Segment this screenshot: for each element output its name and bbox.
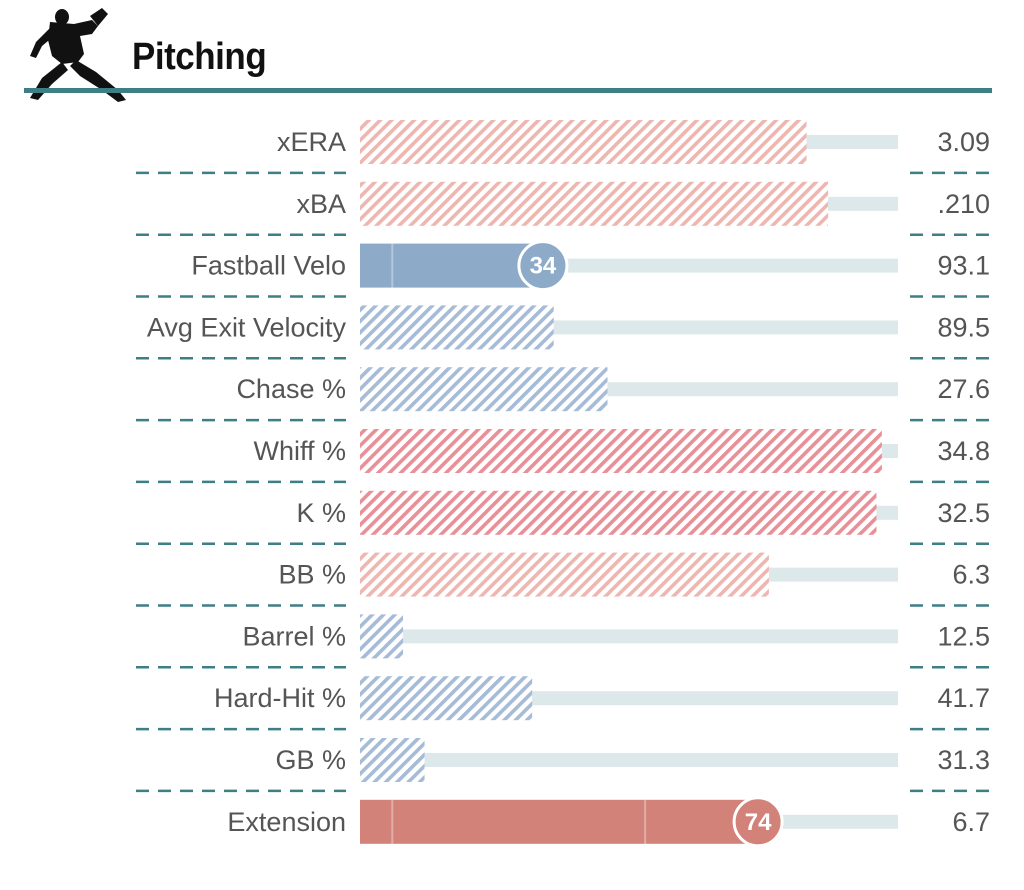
bar-track xyxy=(360,629,898,644)
percentile-badge xyxy=(517,240,569,292)
metric-label: Avg Exit Velocity xyxy=(147,312,347,342)
metric-label: GB % xyxy=(275,745,346,775)
metric-label: Hard-Hit % xyxy=(214,683,346,713)
metric-value: 12.5 xyxy=(937,621,990,651)
percentile-badge xyxy=(732,796,784,848)
metric-value: 6.3 xyxy=(952,560,990,590)
metric-label: Extension xyxy=(227,807,346,837)
metric-label: BB % xyxy=(278,560,346,590)
metric-value: 32.5 xyxy=(937,498,990,528)
chart-title: Pitching xyxy=(132,36,267,78)
metric-label: xERA xyxy=(277,127,346,157)
percentile-text: 74 xyxy=(745,809,772,836)
metric-value: 93.1 xyxy=(937,251,990,281)
metric-label: K % xyxy=(296,498,346,528)
metric-value: .210 xyxy=(937,189,990,219)
metric-bar xyxy=(360,429,882,473)
metric-label: Whiff % xyxy=(253,436,346,466)
metric-bar xyxy=(360,305,554,350)
metric-value: 27.6 xyxy=(937,374,990,404)
metric-value: 34.8 xyxy=(937,436,990,466)
metric-bar xyxy=(360,676,533,721)
metric-value: 6.7 xyxy=(952,807,990,837)
chart-header: Pitching xyxy=(0,0,1024,102)
header-rule xyxy=(24,88,992,93)
metric-value: 89.5 xyxy=(937,312,990,342)
metric-bar xyxy=(360,120,807,164)
bar-track xyxy=(360,753,898,767)
metric-value: 41.7 xyxy=(937,683,990,713)
metric-bar xyxy=(360,181,829,226)
percentile-text: 34 xyxy=(530,253,557,280)
metric-value: 31.3 xyxy=(937,745,990,775)
metric-label: xBA xyxy=(296,189,346,219)
metric-bar xyxy=(360,243,543,288)
metric-bar xyxy=(360,367,608,412)
metric-bar xyxy=(360,738,425,782)
metric-bar xyxy=(360,614,404,659)
metric-bar xyxy=(360,799,759,844)
metric-label: Fastball Velo xyxy=(191,251,346,281)
metric-label: Barrel % xyxy=(242,621,346,651)
metric-value: 3.09 xyxy=(937,127,990,157)
metric-bar xyxy=(360,552,769,597)
metric-label: Chase % xyxy=(236,374,346,404)
metric-bar xyxy=(360,490,877,535)
